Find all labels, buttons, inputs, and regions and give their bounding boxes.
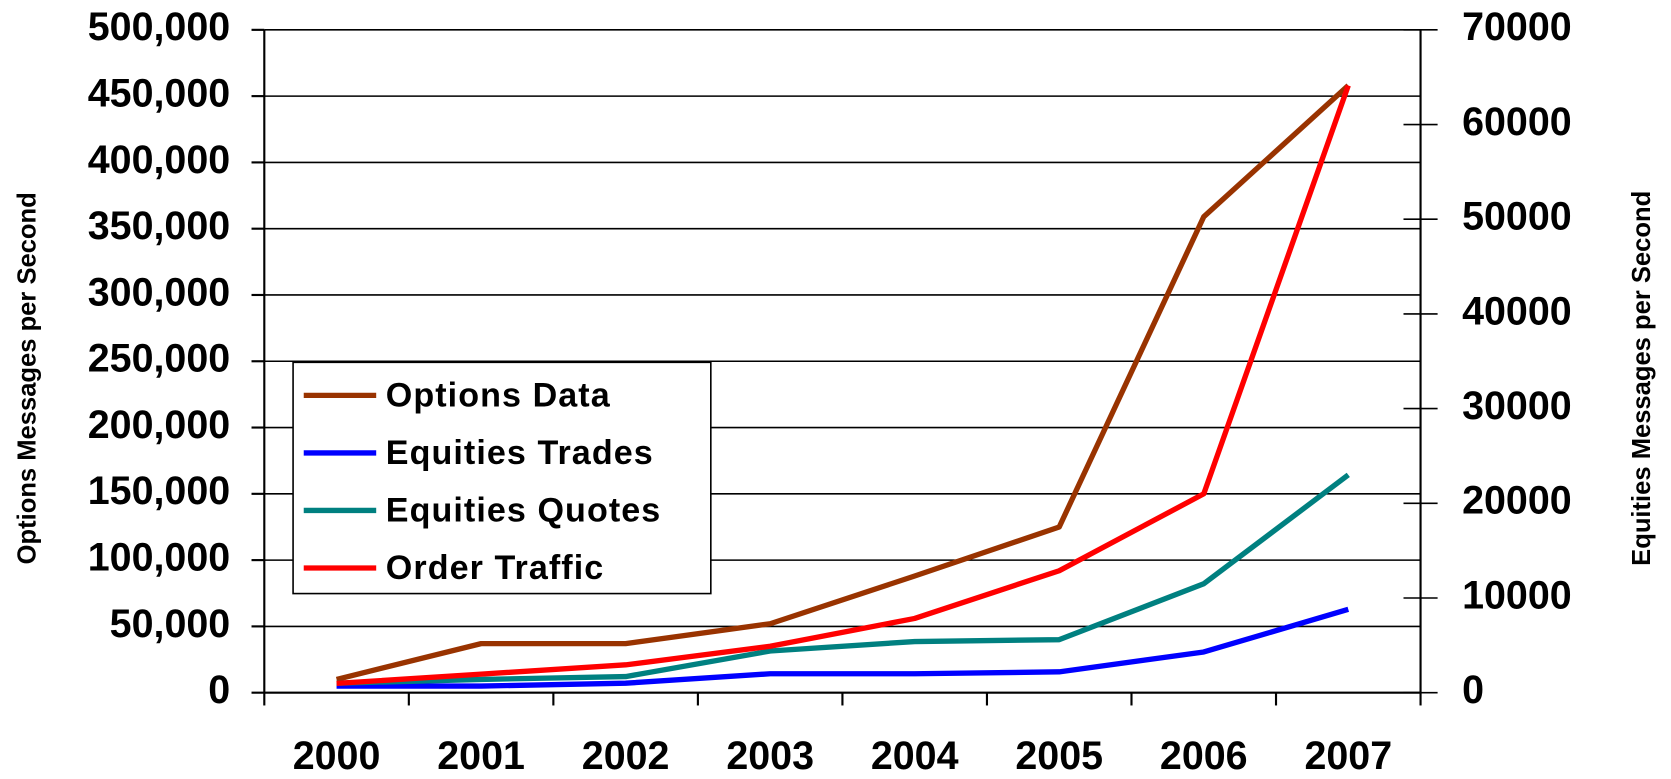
x-tick-label: 2000 (293, 734, 381, 778)
legend-label: Equities Quotes (386, 492, 662, 530)
y2-tick-label: 20000 (1462, 479, 1572, 523)
y-tick-label: 350,000 (88, 204, 230, 248)
y-tick-label: 400,000 (88, 138, 230, 182)
y2-tick-label: 60000 (1462, 100, 1572, 144)
legend-label: Options Data (386, 377, 611, 415)
y-tick-label: 100,000 (88, 536, 230, 580)
y-tick-label: 50,000 (110, 602, 231, 646)
y2-axis-title: Equities Messages per Second (1628, 191, 1656, 566)
series-line (335, 83, 1351, 683)
x-tick-label: 2001 (437, 734, 525, 778)
y2-tick-label: 10000 (1462, 573, 1572, 617)
y-tick-label: 0 (208, 668, 230, 712)
y2-tick-label: 40000 (1462, 289, 1572, 333)
x-tick-label: 2004 (871, 734, 959, 778)
y-tick-label: 250,000 (88, 337, 230, 381)
y2-tick-label: 30000 (1462, 384, 1572, 428)
y2-tick-label: 0 (1462, 668, 1484, 712)
y-tick-label: 500,000 (88, 5, 230, 49)
series-line (336, 606, 1350, 689)
x-tick-label: 2002 (582, 734, 670, 778)
legend-box (292, 361, 712, 595)
x-tick-label: 2007 (1304, 734, 1392, 778)
y2-tick-label: 70000 (1462, 5, 1572, 49)
y2-tick-label: 50000 (1462, 195, 1572, 239)
y-tick-label: 150,000 (88, 469, 230, 513)
y-tick-label: 200,000 (88, 403, 230, 447)
series-line (336, 84, 1351, 687)
y-axis-title: Options Messages per Second (14, 192, 42, 564)
legend-label: Order Traffic (386, 549, 604, 587)
x-tick-label: 2003 (726, 734, 814, 778)
legend-label: Equities Trades (386, 434, 654, 472)
x-tick-label: 2006 (1160, 734, 1248, 778)
series-line (336, 472, 1350, 686)
y-tick-label: 300,000 (88, 270, 230, 314)
x-tick-label: 2005 (1015, 734, 1103, 778)
y-tick-label: 450,000 (88, 72, 230, 116)
